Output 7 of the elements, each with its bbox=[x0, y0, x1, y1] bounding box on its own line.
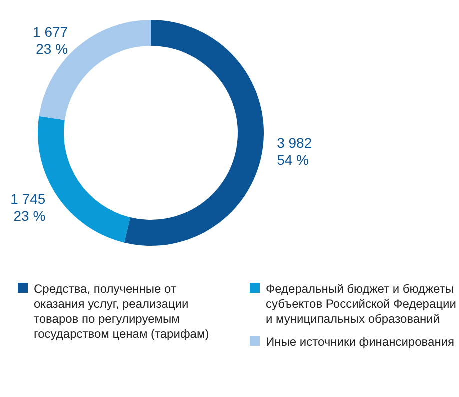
legend-label: Федеральный бюджет и бюджеты субъектов Российской Федерации и муниципальных образований bbox=[266, 282, 456, 326]
data-label: 1 745 23 % bbox=[10, 190, 46, 224]
donut-slice bbox=[124, 20, 264, 246]
data-label: 3 982 54 % bbox=[277, 135, 312, 168]
legend-label: Иные источники финансирования bbox=[266, 335, 455, 349]
legend-label: Средства, полученные от оказания услуг, реализации товаров по регулируемым государством ценам (тарифам) bbox=[34, 282, 210, 341]
data-label: 1 677 23 % bbox=[33, 24, 68, 57]
